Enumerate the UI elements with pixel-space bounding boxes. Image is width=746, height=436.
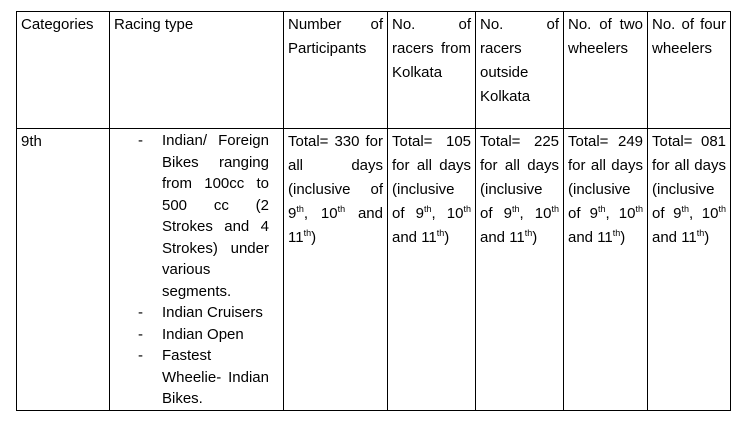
cell-two-wheelers: Total= 249 for all days (inclusive of 9t… <box>563 128 648 411</box>
racing-table: Categories Racing type Number of Partici… <box>16 11 731 411</box>
racing-type-list: Indian/ Foreign Bikes ranging from 100cc… <box>114 130 269 410</box>
header-racing-type: Racing type <box>109 11 284 129</box>
header-two-wheelers: No. of two wheelers <box>563 11 648 129</box>
list-item: Fastest Wheelie- Indian Bikes. <box>138 345 269 410</box>
racing-table-container: Categories Racing type Number of Partici… <box>16 11 731 411</box>
header-from-kolkata: No. of racers from Kolkata <box>387 11 476 129</box>
table-row: 9th Indian/ Foreign Bikes ranging from 1… <box>16 128 731 411</box>
cell-participants: Total= 330 for all days (inclusive of 9t… <box>283 128 388 411</box>
cell-four-wheelers: Total= 081 for all days (inclusive of 9t… <box>647 128 731 411</box>
header-four-wheelers: No. of four wheelers <box>647 11 731 129</box>
cell-from-kolkata: Total= 105 for all days (inclusive of 9t… <box>387 128 476 411</box>
list-item: Indian/ Foreign Bikes ranging from 100cc… <box>138 130 269 302</box>
list-item: Indian Cruisers <box>138 302 269 324</box>
cell-outside-kolkata: Total= 225 for all days (inclusive of 9t… <box>475 128 564 411</box>
header-categories: Categories <box>16 11 110 129</box>
list-item: Indian Open <box>138 324 269 346</box>
header-participants: Number of Participants <box>283 11 388 129</box>
header-outside-kolkata: No. of racers outside Kolkata <box>475 11 564 129</box>
cell-racing-type: Indian/ Foreign Bikes ranging from 100cc… <box>109 128 284 411</box>
cell-category: 9th <box>16 128 110 411</box>
table-header-row: Categories Racing type Number of Partici… <box>16 11 731 129</box>
